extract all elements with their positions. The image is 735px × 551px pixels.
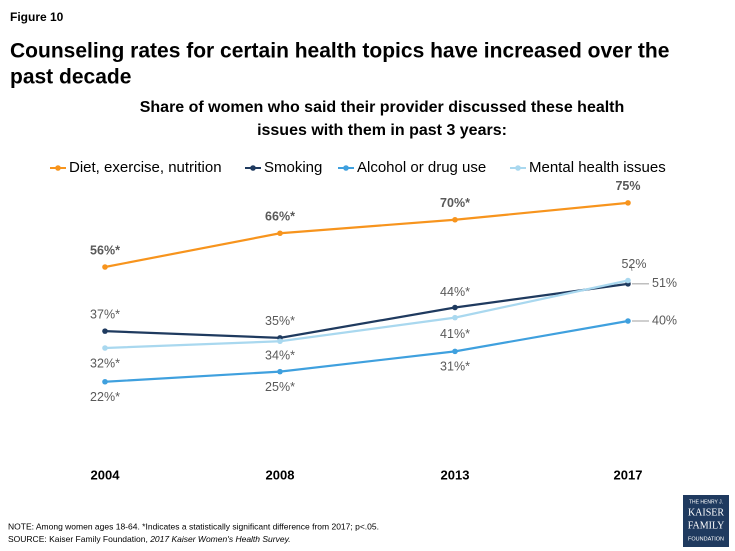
logo-text: FOUNDATION — [688, 536, 724, 542]
logo-box — [683, 495, 729, 547]
chart-title: past decade — [10, 66, 131, 89]
logo-text: FAMILY — [688, 520, 725, 531]
point — [452, 304, 458, 311]
x-tick-label: 2017 — [614, 467, 643, 482]
source: SOURCE: Kaiser Family Foundation, 2017 K… — [8, 534, 291, 544]
data-label: 44%* — [440, 285, 470, 299]
legend-label: Diet, exercise, nutrition — [69, 159, 222, 176]
data-label: 66%* — [265, 210, 295, 224]
data-label: 70%* — [440, 196, 470, 210]
data-label: 75% — [615, 179, 640, 193]
point — [625, 318, 631, 324]
legend-label: Alcohol or drug use — [357, 159, 486, 176]
chart-subtitle: issues with them in past 3 years: — [257, 122, 507, 139]
point — [625, 200, 631, 206]
legend-label: Mental health issues — [529, 159, 666, 176]
legend-marker — [515, 165, 521, 171]
point — [452, 216, 458, 223]
point — [102, 328, 108, 334]
data-label: 22%* — [90, 390, 120, 404]
source-text: SOURCE: Kaiser Family Foundation, — [8, 534, 150, 544]
data-label: 25%* — [265, 380, 295, 394]
figure-label: Figure 10 — [10, 10, 64, 24]
series-line — [104, 279, 629, 350]
point — [277, 368, 283, 375]
point — [102, 345, 108, 351]
x-tick-label: 2013 — [441, 467, 470, 482]
data-label: 31%* — [440, 360, 470, 374]
series-line — [104, 319, 629, 383]
chart-subtitle: Share of women who said their provider d… — [140, 99, 625, 116]
data-label: 56%* — [90, 243, 120, 257]
x-tick-label: 2008 — [266, 467, 295, 482]
point — [452, 348, 458, 355]
data-label: 35%* — [265, 314, 295, 328]
source-title: 2017 Kaiser Women's Health Survey. — [149, 534, 290, 544]
logo-text: KAISER — [688, 507, 724, 518]
data-label: 41%* — [440, 327, 470, 341]
legend-marker — [55, 165, 61, 171]
data-label: 32%* — [90, 356, 120, 370]
x-tick-label: 2004 — [91, 467, 121, 482]
point — [452, 314, 458, 321]
point — [277, 230, 283, 237]
point — [277, 338, 283, 345]
data-label: 52% — [621, 257, 646, 271]
series-line — [104, 201, 629, 269]
legend-marker — [343, 165, 349, 171]
data-label: 40% — [652, 313, 677, 327]
legend-marker — [250, 165, 256, 171]
data-label: 51% — [652, 276, 677, 290]
leader-line — [630, 264, 633, 271]
logo-text: THE HENRY J. — [689, 499, 723, 505]
note: NOTE: Among women ages 18-64. *Indicates… — [8, 521, 379, 531]
data-label: 37%* — [90, 307, 120, 321]
point — [102, 264, 108, 270]
data-label: 34%* — [265, 349, 295, 363]
chart-title: Counseling rates for certain health topi… — [10, 40, 669, 63]
point — [625, 277, 631, 284]
point — [102, 378, 108, 385]
legend-label: Smoking — [264, 159, 322, 176]
series-line — [104, 282, 629, 339]
